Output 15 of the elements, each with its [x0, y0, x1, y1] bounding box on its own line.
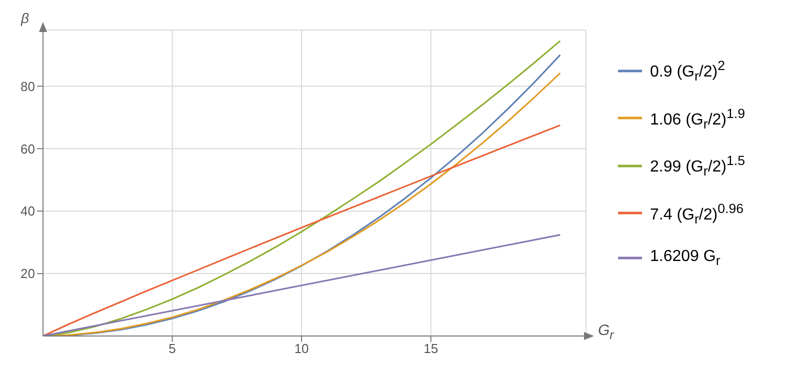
- legend-label: 1.06 (G$_{r}$/2)$^{1.9}$: [650, 106, 746, 132]
- legend-label: 2.99 (G$_{r}$/2)$^{1.5}$: [650, 153, 746, 179]
- line-series: [43, 124, 561, 336]
- y-tick-label: 60: [20, 141, 35, 156]
- x-axis-title: G$_{r}$: [598, 322, 614, 342]
- y-tick-label: 80: [20, 78, 35, 94]
- x-tick-label: 15: [424, 341, 438, 356]
- y-axis-title: β: [21, 10, 29, 26]
- x-tick-label: 10: [294, 341, 309, 356]
- legend-label: 1.6209 G$_{r}$: [650, 248, 720, 268]
- legend-label: 7.4 (G$_{r}$/2)$^{0.96}$: [650, 200, 744, 226]
- y-tick-label: 20: [20, 266, 35, 282]
- x-tick-label: 5: [168, 341, 176, 356]
- legend-label: 0.9 (G$_{r}$/2)$^{2}$: [650, 58, 726, 84]
- y-tick-label: 40: [20, 204, 35, 219]
